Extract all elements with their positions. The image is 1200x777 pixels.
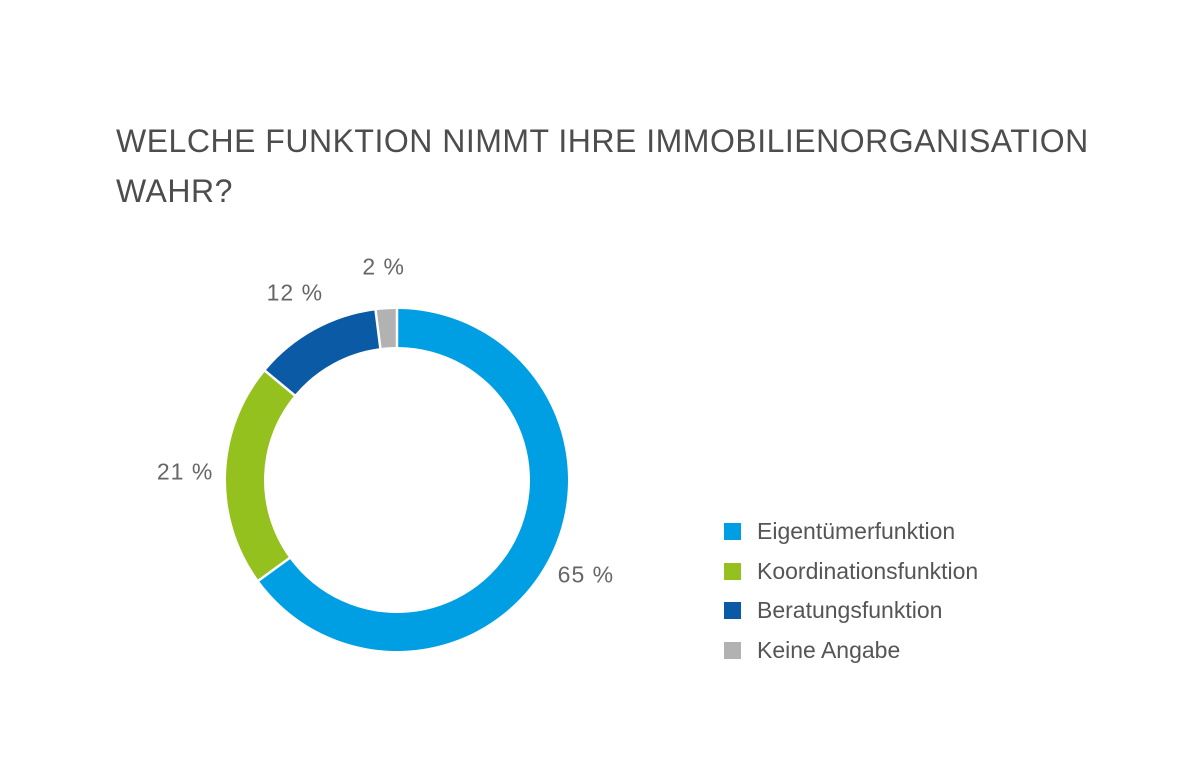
legend-swatch-keine-angabe xyxy=(724,641,741,659)
donut-slice-koordinationsfunktion xyxy=(226,371,294,580)
data-label-eigentuemerfunktion: 65 % xyxy=(558,561,614,587)
legend-swatch-beratungsfunktion xyxy=(724,602,741,620)
donut-slice-beratungsfunktion xyxy=(266,310,380,395)
legend-item-koordinationsfunktion: Koordinationsfunktion xyxy=(724,552,978,592)
chart-title: WELCHE FUNKTION NIMMT IHRE IMMOBILIENORG… xyxy=(116,116,1116,216)
data-label-koordinationsfunktion: 21 % xyxy=(157,458,213,484)
legend-label-koordinationsfunktion: Koordinationsfunktion xyxy=(757,557,979,584)
legend-label-beratungsfunktion: Beratungsfunktion xyxy=(757,597,943,624)
chart-title-line-2: WAHR? xyxy=(116,173,233,209)
legend-item-beratungsfunktion: Beratungsfunktion xyxy=(724,591,978,631)
legend-swatch-koordinationsfunktion xyxy=(724,562,741,580)
legend-label-keine-angabe: Keine Angabe xyxy=(757,636,901,663)
legend-item-eigentuemerfunktion: Eigentümerfunktion xyxy=(724,512,978,552)
chart-legend: Eigentümerfunktion Koordinationsfunktion… xyxy=(724,512,978,670)
chart-title-line-1: WELCHE FUNKTION NIMMT IHRE IMMOBILIENORG… xyxy=(116,123,1089,159)
data-label-keine-angabe: 2 % xyxy=(362,253,405,279)
donut-slice-keine-angabe xyxy=(376,309,396,348)
data-label-beratungsfunktion: 12 % xyxy=(267,279,323,305)
legend-label-eigentuemerfunktion: Eigentümerfunktion xyxy=(757,518,956,545)
legend-swatch-eigentuemerfunktion xyxy=(724,523,741,541)
legend-item-keine-angabe: Keine Angabe xyxy=(724,631,978,671)
